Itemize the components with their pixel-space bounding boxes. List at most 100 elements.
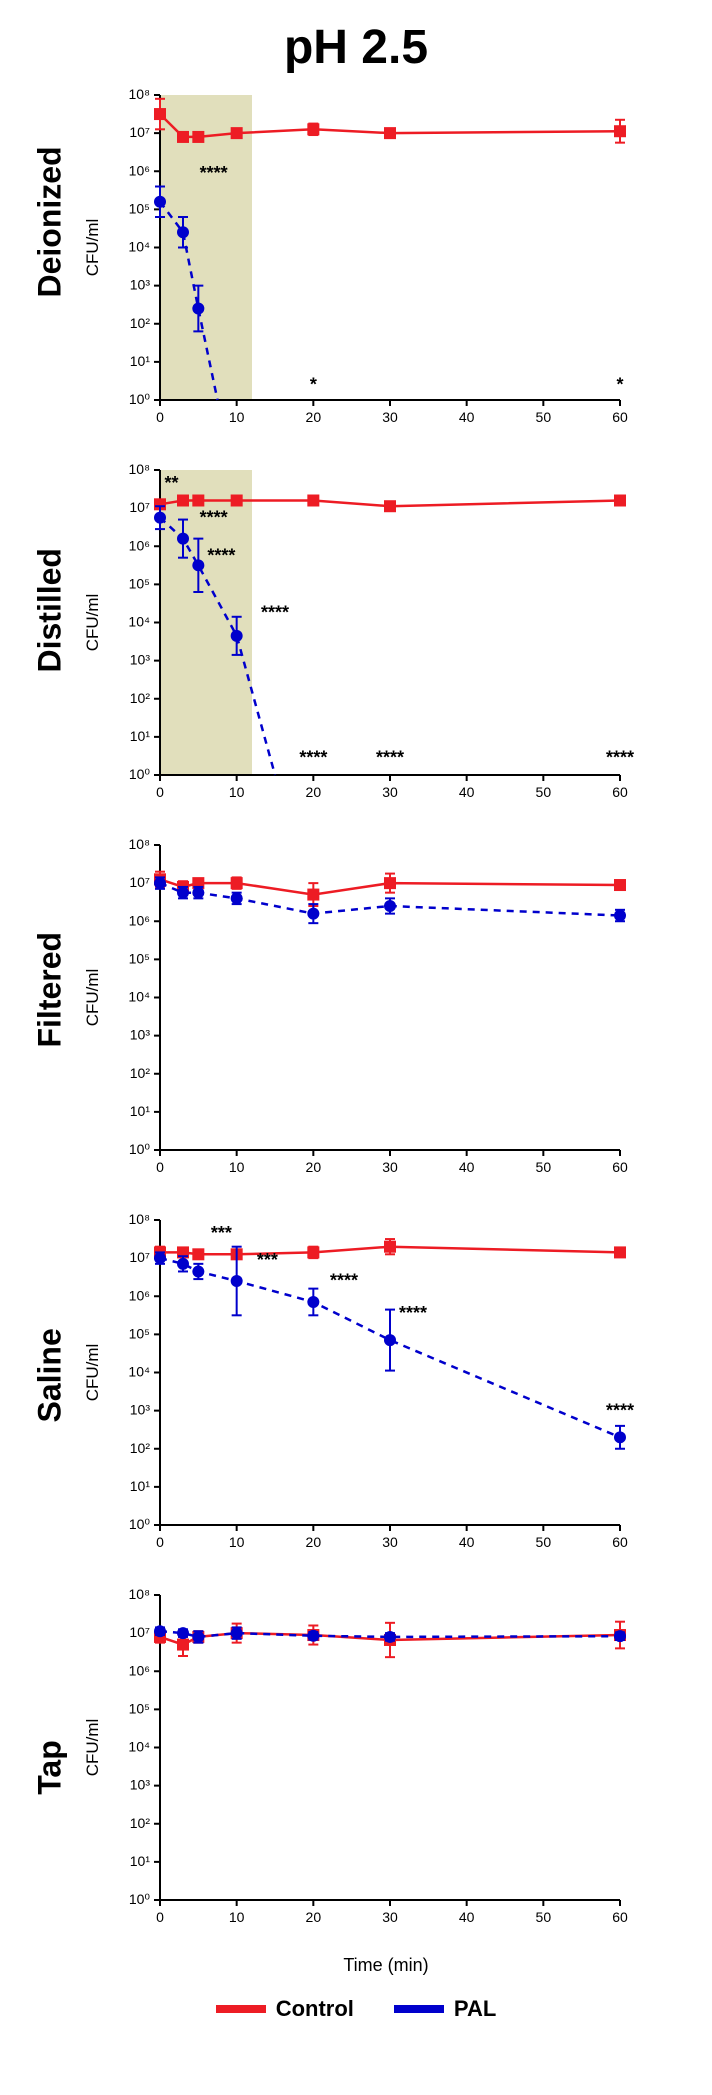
svg-text:30: 30 [382, 1534, 398, 1550]
svg-text:60: 60 [612, 1159, 628, 1175]
svg-text:20: 20 [306, 1159, 322, 1175]
svg-text:10²: 10² [130, 1065, 151, 1081]
svg-text:30: 30 [382, 409, 398, 425]
svg-text:10²: 10² [130, 315, 151, 331]
legend-swatch-pal [394, 2005, 444, 2013]
chart-svg: 10⁰10¹10²10³10⁴10⁵10⁶10⁷10⁸0102030405060… [80, 460, 640, 820]
panel-row: Saline10⁰10¹10²10³10⁴10⁵10⁶10⁷10⁸0102030… [20, 1210, 692, 1575]
svg-text:***: *** [257, 1250, 278, 1270]
svg-text:CFU/ml: CFU/ml [83, 1719, 102, 1777]
svg-text:30: 30 [382, 784, 398, 800]
svg-text:10⁷: 10⁷ [129, 874, 150, 890]
svg-text:0: 0 [156, 1909, 164, 1925]
legend-label-pal: PAL [454, 1996, 496, 2022]
svg-text:CFU/ml: CFU/ml [83, 1344, 102, 1402]
svg-text:10: 10 [229, 784, 245, 800]
svg-text:10⁰: 10⁰ [129, 391, 151, 407]
svg-text:10⁵: 10⁵ [129, 950, 150, 966]
legend: Control PAL [20, 1996, 692, 2022]
svg-text:10⁰: 10⁰ [129, 1516, 151, 1532]
chart-container: 10⁰10¹10²10³10⁴10⁵10⁶10⁷10⁸0102030405060… [80, 1210, 692, 1575]
svg-text:10⁷: 10⁷ [129, 124, 150, 140]
svg-text:40: 40 [459, 1159, 475, 1175]
svg-text:10⁴: 10⁴ [128, 614, 150, 630]
legend-item-pal: PAL [394, 1996, 496, 2022]
svg-text:10⁵: 10⁵ [129, 1325, 150, 1341]
svg-text:40: 40 [459, 1534, 475, 1550]
svg-text:50: 50 [536, 409, 552, 425]
svg-text:****: **** [330, 1271, 358, 1291]
svg-text:****: **** [299, 748, 327, 768]
row-label: Deionized [32, 238, 69, 298]
svg-text:CFU/ml: CFU/ml [83, 219, 102, 277]
svg-text:60: 60 [612, 409, 628, 425]
svg-text:10⁰: 10⁰ [129, 1891, 151, 1907]
svg-text:CFU/ml: CFU/ml [83, 969, 102, 1027]
svg-text:10³: 10³ [130, 1777, 151, 1793]
panel-row: Deionized10⁰10¹10²10³10⁴10⁵10⁶10⁷10⁸0102… [20, 85, 692, 450]
svg-text:10³: 10³ [130, 1027, 151, 1043]
svg-text:10⁴: 10⁴ [128, 1364, 150, 1380]
svg-text:10: 10 [229, 1159, 245, 1175]
chart-svg: 10⁰10¹10²10³10⁴10⁵10⁶10⁷10⁸0102030405060… [80, 1585, 640, 1945]
svg-text:60: 60 [612, 784, 628, 800]
figure-title: pH 2.5 [20, 20, 692, 75]
svg-text:10⁷: 10⁷ [129, 1249, 150, 1265]
svg-text:30: 30 [382, 1909, 398, 1925]
svg-text:***: *** [211, 1223, 232, 1243]
svg-text:10²: 10² [130, 1440, 151, 1456]
svg-text:10²: 10² [130, 690, 151, 706]
svg-text:10⁶: 10⁶ [129, 912, 150, 928]
legend-label-control: Control [276, 1996, 354, 2022]
chart-svg: 10⁰10¹10²10³10⁴10⁵10⁶10⁷10⁸0102030405060… [80, 835, 640, 1195]
svg-text:10⁶: 10⁶ [129, 162, 150, 178]
svg-text:****: **** [261, 603, 289, 623]
row-label: Saline [32, 1363, 69, 1423]
row-label: Filtered [32, 988, 69, 1048]
svg-text:10⁶: 10⁶ [129, 537, 150, 553]
x-axis-label: Time (min) [80, 1955, 692, 1976]
svg-text:10⁶: 10⁶ [129, 1287, 150, 1303]
svg-text:10³: 10³ [130, 277, 151, 293]
svg-text:40: 40 [459, 784, 475, 800]
svg-text:10: 10 [229, 1909, 245, 1925]
svg-text:10¹: 10¹ [130, 1103, 151, 1119]
svg-text:0: 0 [156, 1159, 164, 1175]
svg-text:10⁸: 10⁸ [129, 836, 151, 852]
svg-text:10¹: 10¹ [130, 1478, 151, 1494]
svg-text:10⁰: 10⁰ [129, 1141, 151, 1157]
legend-item-control: Control [216, 1996, 354, 2022]
svg-text:10⁷: 10⁷ [129, 1624, 150, 1640]
svg-text:60: 60 [612, 1534, 628, 1550]
svg-text:20: 20 [306, 1534, 322, 1550]
chart-container: 10⁰10¹10²10³10⁴10⁵10⁶10⁷10⁸0102030405060… [80, 835, 692, 1200]
row-label: Tap [32, 1738, 69, 1798]
svg-text:**: ** [164, 473, 178, 493]
svg-text:*: * [616, 374, 623, 394]
chart-svg: 10⁰10¹10²10³10⁴10⁵10⁶10⁷10⁸0102030405060… [80, 1210, 640, 1570]
svg-text:10¹: 10¹ [130, 1853, 151, 1869]
panels-container: Deionized 10⁰ 10¹ 10² 10³ 10⁴ 10⁵ 10⁶ 10⁷ 10⁸ 0 10 2… [20, 85, 692, 1950]
svg-text:10: 10 [229, 409, 245, 425]
svg-text:CFU/ml: CFU/ml [83, 594, 102, 652]
row-label: Distilled [32, 613, 69, 673]
chart-svg: 10⁰10¹10²10³10⁴10⁵10⁶10⁷10⁸0102030405060… [80, 85, 640, 445]
svg-text:****: **** [207, 546, 235, 566]
panel-row: Filtered10⁰10¹10²10³10⁴10⁵10⁶10⁷10⁸01020… [20, 835, 692, 1200]
svg-text:****: **** [399, 1303, 427, 1323]
svg-text:10¹: 10¹ [130, 728, 151, 744]
svg-text:60: 60 [612, 1909, 628, 1925]
legend-swatch-control [216, 2005, 266, 2013]
svg-text:10⁸: 10⁸ [129, 1211, 151, 1227]
svg-text:50: 50 [536, 1909, 552, 1925]
svg-text:50: 50 [536, 1159, 552, 1175]
chart-container: 10⁰10¹10²10³10⁴10⁵10⁶10⁷10⁸0102030405060… [80, 1585, 692, 1950]
svg-text:10⁶: 10⁶ [129, 1662, 150, 1678]
svg-text:20: 20 [306, 784, 322, 800]
svg-text:10¹: 10¹ [130, 353, 151, 369]
svg-text:10⁰: 10⁰ [129, 766, 151, 782]
svg-text:20: 20 [306, 1909, 322, 1925]
svg-text:40: 40 [459, 409, 475, 425]
svg-text:****: **** [606, 1400, 634, 1420]
svg-text:10⁸: 10⁸ [129, 1586, 151, 1602]
